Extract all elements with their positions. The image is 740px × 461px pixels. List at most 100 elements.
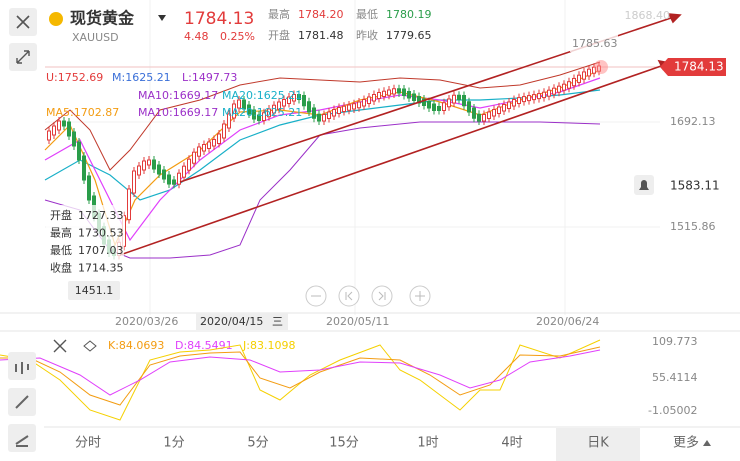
dropdown-icon[interactable] xyxy=(158,15,166,21)
candle-body xyxy=(197,146,201,157)
ma20: MA20:1625.21 xyxy=(222,106,302,119)
candle-body xyxy=(337,107,341,114)
kdj-axis-label: -1.05002 xyxy=(648,404,697,417)
candle-body xyxy=(87,175,91,201)
candle-body xyxy=(222,123,226,139)
candle-body xyxy=(537,93,541,100)
candle-body xyxy=(512,99,516,107)
tab[interactable]: 分时 xyxy=(75,436,101,451)
first[interactable] xyxy=(338,285,360,307)
candle-body xyxy=(167,174,171,185)
ma20-overlay: MA20:1625.21 xyxy=(222,89,302,102)
candle-body xyxy=(187,158,191,171)
last[interactable] xyxy=(371,285,393,307)
ma5: MA5:1702.87 xyxy=(46,106,119,119)
candle-body xyxy=(587,68,591,77)
candle-body xyxy=(442,102,446,111)
selected-weekday: 三 xyxy=(272,315,283,328)
axis-label: 1515.86 xyxy=(670,220,716,233)
candle-body xyxy=(542,91,546,99)
candle-body xyxy=(77,141,81,161)
toolbar xyxy=(0,0,44,461)
candle-body xyxy=(142,160,146,171)
candle-body xyxy=(127,188,131,221)
symbol: XAUUSD xyxy=(72,31,119,44)
candle-body xyxy=(277,101,281,110)
d-line xyxy=(0,349,601,396)
ohlc-value: 1730.53 xyxy=(78,227,124,240)
stat-label: 最低 xyxy=(356,8,378,21)
candle-body xyxy=(467,101,471,113)
candle-body xyxy=(567,81,571,89)
tab[interactable]: 4时 xyxy=(501,436,522,451)
candle-body xyxy=(67,121,71,137)
zoom-controls xyxy=(305,285,431,307)
candle-body xyxy=(377,92,381,99)
tab[interactable]: 1分 xyxy=(163,436,184,451)
change: 4.48 xyxy=(184,30,209,43)
selected-date: 2020/04/15 xyxy=(200,315,263,328)
candle-body xyxy=(372,94,376,102)
ohlc-value: 1707.03 xyxy=(78,244,124,257)
boll-m: M:1625.21 xyxy=(112,71,171,84)
stat-value: 1779.65 xyxy=(386,29,432,42)
tab[interactable]: 日K xyxy=(587,436,609,451)
candle-body xyxy=(62,120,66,127)
candle-body xyxy=(557,85,561,93)
candle-body xyxy=(267,108,271,118)
kdj-close[interactable] xyxy=(53,339,67,353)
candle-body xyxy=(327,111,331,119)
candle-body xyxy=(402,88,406,96)
tab[interactable]: 1时 xyxy=(417,436,438,451)
candle-body xyxy=(287,96,291,104)
candle-body xyxy=(132,170,136,194)
candle-body xyxy=(57,120,61,131)
stat-value: 1780.19 xyxy=(386,8,432,21)
candle-body xyxy=(397,88,401,94)
stat-label: 最高 xyxy=(268,7,290,21)
k-value: K:84.0693 xyxy=(108,339,164,352)
candle-body xyxy=(72,131,76,147)
axis-label: 1692.13 xyxy=(670,115,716,128)
more-arrow xyxy=(703,440,711,446)
candle-body xyxy=(502,104,506,112)
stat-value: 1781.48 xyxy=(298,29,344,42)
tab-selected-bg xyxy=(556,428,640,461)
tab[interactable]: 15分 xyxy=(329,436,359,451)
line-tool-button[interactable] xyxy=(8,424,36,452)
candle-body xyxy=(507,101,511,109)
candle-body xyxy=(452,94,456,104)
candle-body xyxy=(177,172,181,185)
axis-label: 1868.40 xyxy=(625,9,671,22)
candle-body xyxy=(407,91,411,99)
candle-body xyxy=(262,112,266,121)
candle-body xyxy=(527,95,531,102)
kdj-settings[interactable] xyxy=(83,340,97,352)
candle-body xyxy=(427,101,431,109)
high-marker: 1785.63 xyxy=(572,37,618,50)
candle-body xyxy=(437,106,441,111)
candle-body xyxy=(137,165,141,176)
ohlc-value: 1714.35 xyxy=(78,262,124,275)
candle-body xyxy=(47,130,51,141)
ma20 xyxy=(44,89,601,201)
tab[interactable]: 5分 xyxy=(247,436,268,451)
ohlc-label: 开盘 xyxy=(50,208,72,222)
candle-body xyxy=(237,99,241,109)
ohlc-label: 最高 xyxy=(50,226,72,240)
stat-value: 1784.20 xyxy=(298,8,344,21)
price: 1784.13 xyxy=(184,9,254,29)
tab[interactable]: 更多 xyxy=(673,435,699,451)
current-price-tag xyxy=(660,58,726,76)
candle-body xyxy=(582,71,586,80)
candle-body xyxy=(457,94,461,100)
candle-body xyxy=(207,141,211,149)
candle-body xyxy=(552,87,556,95)
candle-body xyxy=(247,104,251,115)
candle-body xyxy=(312,107,316,119)
current-price: 1784.13 xyxy=(674,60,724,74)
boll-u: U:1752.69 xyxy=(46,71,103,84)
candle-body xyxy=(367,96,371,104)
date-label: 2020/06/24 xyxy=(536,315,599,328)
